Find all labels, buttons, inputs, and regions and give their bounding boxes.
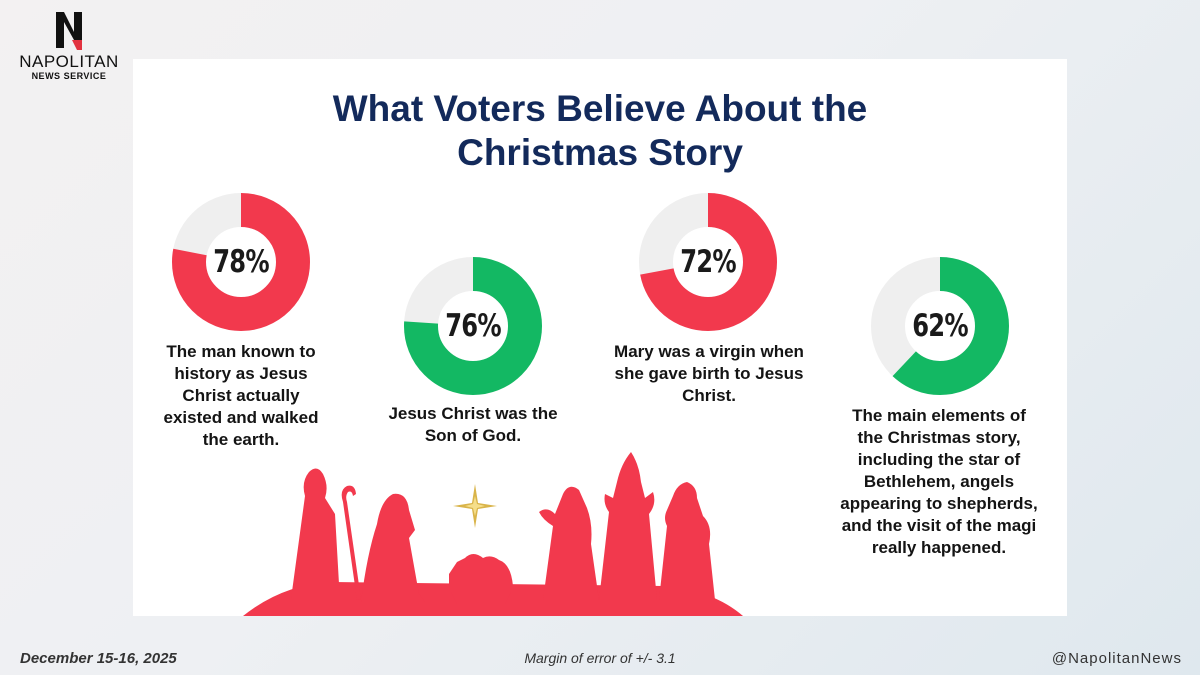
mary-silhouette bbox=[361, 493, 425, 602]
donut-chart-4: 62% bbox=[869, 255, 1011, 397]
shepherd-staff bbox=[341, 485, 361, 600]
caption-4: The main elements of the Christmas story… bbox=[840, 406, 1038, 557]
star-of-bethlehem-icon bbox=[453, 484, 497, 528]
donut-chart-1: 78% bbox=[170, 191, 312, 333]
joseph-silhouette bbox=[291, 468, 347, 599]
donut-value-arc-1 bbox=[172, 193, 310, 331]
caption-3: Mary was a virgin when she gave birth to… bbox=[614, 342, 804, 405]
infographic-card: What Voters Believe About the Christmas … bbox=[133, 59, 1067, 616]
donut-value-arc-3 bbox=[639, 193, 777, 331]
survey-date: December 15-16, 2025 bbox=[20, 650, 177, 667]
title-line-1: What Voters Believe About the bbox=[332, 88, 868, 129]
donut-value-arc-4 bbox=[871, 257, 1009, 395]
logo-name: NAPOLITAN bbox=[19, 52, 119, 71]
nativity-silhouette bbox=[243, 452, 743, 616]
magus-1-silhouette bbox=[539, 486, 599, 600]
donut-ring-4 bbox=[871, 257, 1009, 395]
percent-label-3: 72% bbox=[680, 244, 736, 280]
chart-title: What Voters Believe About the Christmas … bbox=[133, 87, 1067, 175]
magus-2-silhouette bbox=[599, 452, 657, 600]
manger-silhouette bbox=[449, 554, 513, 604]
napolitan-logo: NAPOLITAN NEWS SERVICE bbox=[6, 10, 132, 81]
title-line-2: Christmas Story bbox=[457, 132, 743, 173]
donut-value-arc-2 bbox=[404, 257, 542, 395]
donut-chart-3: 72% bbox=[637, 191, 779, 333]
percent-label-1: 78% bbox=[213, 244, 269, 280]
caption-2: Jesus Christ was the Son of God. bbox=[388, 404, 558, 445]
donut-chart-2: 76% bbox=[402, 255, 544, 397]
caption-1: The man known to history as Jesus Christ… bbox=[163, 342, 319, 449]
margin-of-error: Margin of error of +/- 3.1 bbox=[524, 650, 676, 666]
napolitan-n-icon bbox=[56, 12, 82, 50]
donut-ring-3 bbox=[639, 193, 777, 331]
logo-subtitle: NEWS SERVICE bbox=[31, 71, 107, 81]
percent-label-2: 76% bbox=[445, 308, 501, 344]
donut-ring-1 bbox=[172, 193, 310, 331]
social-handle: @NapolitanNews bbox=[1051, 650, 1182, 667]
magus-3-silhouette bbox=[659, 482, 715, 600]
percent-label-4: 62% bbox=[912, 308, 968, 344]
donut-ring-2 bbox=[404, 257, 542, 395]
